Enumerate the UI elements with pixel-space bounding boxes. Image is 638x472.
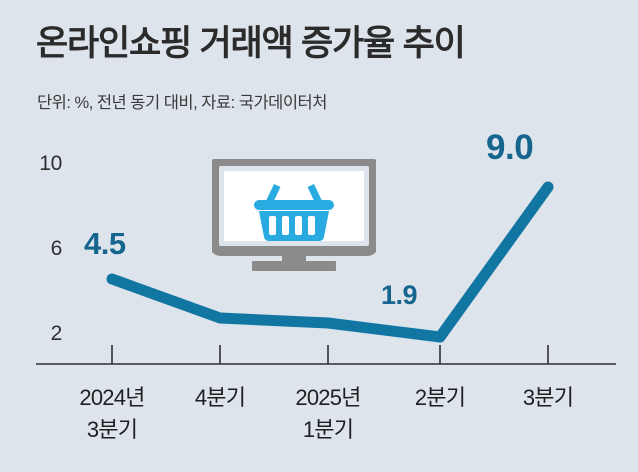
monitor-stand-base	[252, 261, 336, 271]
data-line-series	[106, 181, 554, 343]
x-axis-label-group: 2024년 3분기 4분기 2025년 1분기 2분기 3분기	[0, 382, 638, 466]
data-point-label-q3-2025: 9.0	[486, 128, 534, 167]
x-axis-category-label: 4분기	[194, 385, 246, 410]
data-point-label-q2-2025: 1.9	[381, 280, 418, 310]
page-title: 온라인쇼핑 거래액 증가율 추이	[36, 24, 466, 63]
x-axis-category-label: 2분기	[414, 385, 466, 410]
x-axis-category-label: 3분기	[522, 385, 574, 410]
y-axis-tick-label: 10	[39, 152, 62, 175]
y-axis-tick-label: 6	[50, 237, 63, 260]
x-axis-category-label: 2024년 3분기	[79, 385, 145, 442]
y-axis-tick-label: 2	[50, 322, 63, 345]
chart-subtitle: 단위: %, 전년 동기 대비, 자료: 국가데이터처	[37, 94, 327, 112]
monitor-icon	[209, 156, 379, 271]
basket-slots	[269, 216, 315, 235]
data-point-label-q3-2024: 4.5	[84, 226, 126, 261]
monitor-stand-neck	[282, 251, 306, 263]
x-axis-category-label: 2025년 1분기	[295, 385, 361, 442]
